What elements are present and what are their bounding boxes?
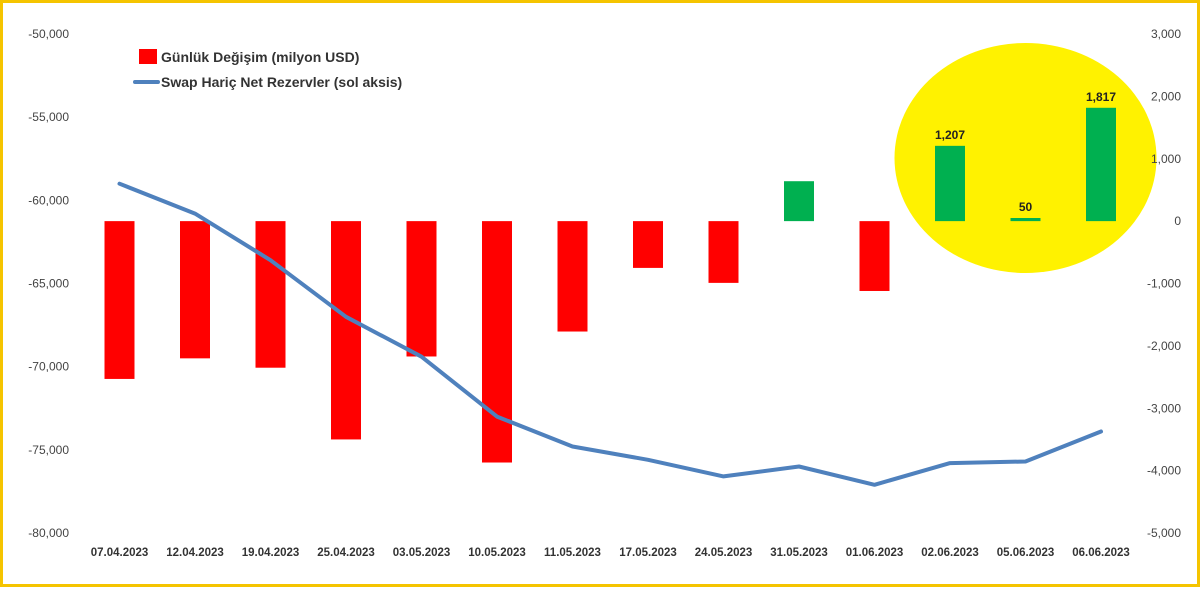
left-axis-tick-label: -65,000	[28, 277, 69, 291]
data-label: 50	[1019, 200, 1033, 214]
x-axis-tick-label: 06.06.2023	[1072, 547, 1130, 559]
right-axis-tick-label: -5,000	[1147, 526, 1181, 540]
bar	[633, 221, 663, 268]
x-axis-tick-label: 02.06.2023	[921, 547, 979, 559]
bar	[104, 221, 135, 379]
x-axis-tick-label: 07.04.2023	[91, 547, 149, 559]
data-label: 1,207	[935, 128, 965, 142]
right-axis-tick-label: -1,000	[1147, 277, 1181, 291]
bar	[557, 221, 588, 332]
right-axis-tick-label: -3,000	[1147, 401, 1181, 415]
right-axis-tick-label: -4,000	[1147, 464, 1181, 478]
x-axis-tick-label: 11.05.2023	[544, 547, 601, 559]
bar	[859, 221, 890, 291]
bar	[1086, 107, 1116, 222]
bar	[331, 221, 361, 440]
x-axis-tick-label: 12.04.2023	[166, 547, 224, 559]
reserves-line	[117, 181, 1103, 487]
bar	[935, 145, 965, 222]
bar	[784, 181, 814, 222]
legend-label-line: Swap Hariç Net Rezervler (sol aksis)	[161, 74, 402, 90]
x-axis-tick-label: 24.05.2023	[695, 547, 753, 559]
left-axis-tick-label: -70,000	[28, 360, 69, 374]
legend-swatch-bar	[139, 49, 157, 64]
right-axis-tick-label: -2,000	[1147, 339, 1181, 353]
left-axis-tick-label: -60,000	[28, 193, 69, 207]
bar	[180, 221, 210, 359]
bar	[255, 221, 286, 368]
data-label: 1,817	[1086, 90, 1116, 104]
right-axis-tick-label: 0	[1174, 214, 1181, 228]
bar	[482, 221, 512, 463]
x-axis-tick-label: 03.05.2023	[393, 547, 451, 559]
x-axis-tick-label: 31.05.2023	[770, 547, 828, 559]
bar	[708, 221, 739, 283]
bar	[1010, 218, 1041, 222]
left-axis-tick-label: -50,000	[28, 27, 69, 41]
left-axis-tick-label: -55,000	[28, 110, 69, 124]
x-axis-tick-label: 19.04.2023	[242, 547, 300, 559]
bar	[406, 221, 437, 357]
x-axis-tick-label: 10.05.2023	[468, 547, 526, 559]
legend-label-bar: Günlük Değişim (milyon USD)	[161, 49, 359, 65]
right-axis-tick-label: 2,000	[1151, 89, 1181, 103]
right-axis-tick-label: 1,000	[1151, 152, 1181, 166]
x-axis-tick-label: 05.06.2023	[997, 547, 1055, 559]
left-axis-tick-label: -80,000	[28, 526, 69, 540]
x-axis-tick-label: 25.04.2023	[317, 547, 375, 559]
x-axis-tick-label: 01.06.2023	[846, 547, 904, 559]
highlight-ellipse	[894, 43, 1157, 273]
right-axis-tick-label: 3,000	[1151, 27, 1181, 41]
chart-svg: -50,000 -55,000 -60,000 -65,000 -70,000 -75,0…	[28, 27, 1181, 559]
left-axis-tick-label: -75,000	[28, 443, 69, 457]
x-axis-tick-label: 17.05.2023	[619, 547, 677, 559]
